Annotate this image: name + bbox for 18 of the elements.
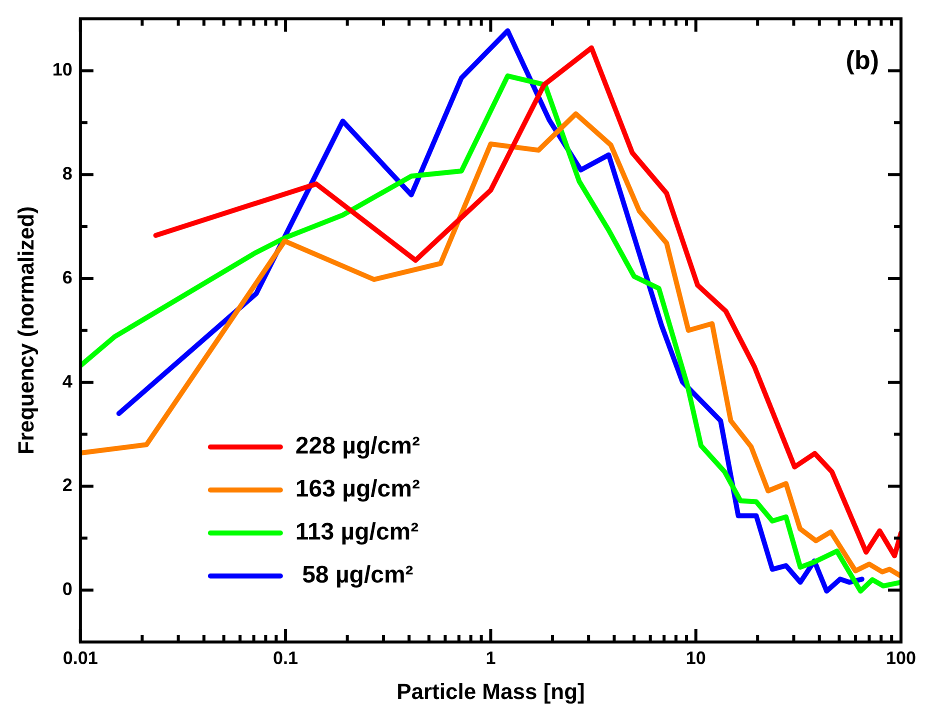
y-tick-label: 0: [62, 579, 72, 600]
x-tick-label: 0.1: [273, 648, 298, 668]
y-tick-label: 8: [62, 164, 72, 184]
legend-label: 163 µg/cm²: [295, 476, 420, 503]
y-tick-label: 2: [62, 475, 72, 496]
legend-label: 113 µg/cm²: [295, 518, 419, 546]
legend-label: 228 µg/cm²: [295, 432, 420, 460]
x-tick-label: 100: [886, 648, 916, 668]
annotation: (b): [846, 44, 879, 75]
x-axis-title: Particle Mass [ng]: [396, 678, 585, 704]
legend-label: 58 µg/cm²: [295, 562, 414, 589]
y-tick-label: 4: [62, 371, 72, 392]
x-tick-label: 0.01: [62, 648, 98, 668]
x-tick-label: 1: [486, 648, 496, 668]
x-tick-label: 10: [686, 648, 706, 668]
y-axis-title: Frequency (normalized): [13, 206, 38, 454]
y-tick-label: 10: [52, 60, 72, 80]
y-tick-label: 6: [62, 267, 72, 288]
